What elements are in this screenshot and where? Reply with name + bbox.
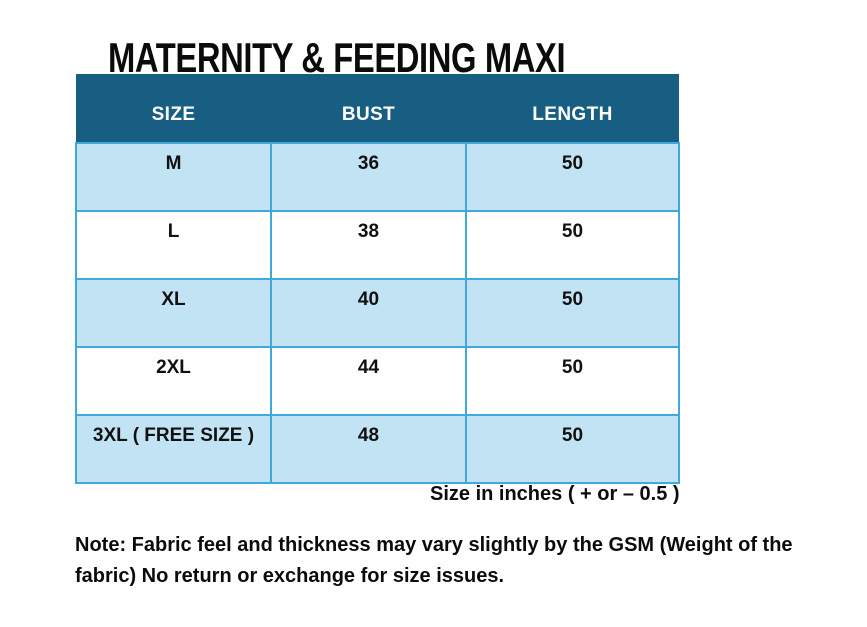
length-cell: 50	[465, 278, 680, 348]
length-cell: 50	[465, 414, 680, 484]
length-cell: 50	[465, 142, 680, 212]
table-row: 3XL ( FREE SIZE ) 48 50	[75, 414, 680, 484]
bust-cell: 44	[270, 346, 467, 416]
page-title: MATERNITY & FEEDING MAXI	[108, 34, 566, 82]
length-cell: 50	[465, 346, 680, 416]
size-cell: L	[75, 210, 272, 280]
size-cell: M	[75, 142, 272, 212]
table-row: M 36 50	[75, 142, 680, 212]
size-cell: XL	[75, 278, 272, 348]
bust-cell: 38	[270, 210, 467, 280]
size-cell: 2XL	[75, 346, 272, 416]
length-cell: 50	[465, 210, 680, 280]
column-header-size: SIZE	[76, 74, 271, 143]
table-row: L 38 50	[75, 210, 680, 280]
size-cell: 3XL ( FREE SIZE )	[75, 414, 272, 484]
table-row: 2XL 44 50	[75, 346, 680, 416]
column-header-bust: BUST	[271, 74, 466, 143]
size-chart-table: SIZE BUST LENGTH M 36 50 L 38 50 XL 40 50 2XL 44 50…	[75, 74, 680, 484]
bust-cell: 40	[270, 278, 467, 348]
size-units-caption: Size in inches ( + or – 0.5 )	[430, 483, 680, 505]
column-header-length: LENGTH	[466, 74, 679, 143]
bust-cell: 48	[270, 414, 467, 484]
bust-cell: 36	[270, 142, 467, 212]
fabric-note: Note: Fabric feel and thickness may vary…	[75, 534, 793, 587]
size-table-header-row: SIZE BUST LENGTH	[76, 74, 679, 143]
table-row: XL 40 50	[75, 278, 680, 348]
size-table-body: M 36 50 L 38 50 XL 40 50 2XL 44 50 3XL ( FREE SIZE )…	[75, 142, 680, 484]
